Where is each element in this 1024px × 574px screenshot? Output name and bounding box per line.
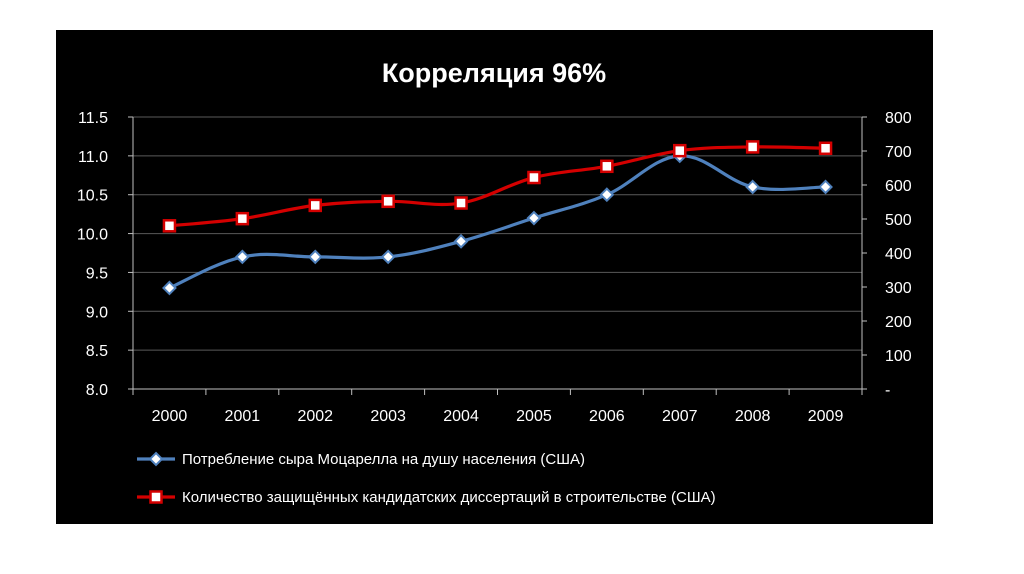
y-left-tick-label: 8.5 [86,343,108,360]
y-left-tick-label: 8.0 [86,382,108,399]
grid [133,116,862,351]
y-right-tick-label: 100 [885,348,912,365]
legend-marker [148,451,164,467]
x-tick-label: 2006 [589,408,625,425]
data-point [162,219,177,233]
y-right-tick-label: 700 [885,144,912,161]
y-left-tick-label: 9.0 [86,304,108,321]
legend-label: Потребление сыра Моцарелла на душу насел… [182,451,585,468]
x-tick-label: 2004 [443,408,479,425]
x-tick-label: 2000 [152,408,188,425]
data-point [818,141,833,156]
y-left-tick-label: 10.5 [77,188,108,205]
series-layer [162,140,833,296]
y-right-tick-label: 400 [885,246,912,263]
data-point [453,233,469,249]
x-tick-label: 2002 [297,408,333,425]
y-left-tick-label: 10.0 [77,227,108,244]
legend-label: Количество защищённых кандидатских диссе… [182,489,716,506]
y-right-tick-label: 200 [885,314,912,331]
data-point [308,198,322,213]
data-point [673,143,687,158]
series-line [169,145,826,228]
x-tick-label: 2008 [735,408,771,425]
legend-item-2: Количество защищённых кандидатских диссе… [137,489,716,506]
data-point [235,211,250,226]
data-point [381,194,395,209]
data-point [745,140,760,154]
data-point [527,170,541,185]
data-point [818,179,833,195]
legend-marker [149,490,163,504]
chart-title: Корреляция 96% [382,58,606,88]
data-point [307,249,323,265]
data-point [526,210,542,226]
data-point [600,159,614,174]
data-point [454,196,468,210]
data-point [599,187,615,203]
y-left-tick-label: 11.0 [78,149,108,166]
data-point [745,179,761,195]
y-right-tick-label: - [885,382,890,399]
x-tick-label: 2009 [808,408,844,425]
y-right-tick-label: 500 [885,212,912,229]
y-left-tick-label: 9.5 [86,265,108,282]
x-tick-label: 2003 [370,408,406,425]
data-point [162,280,177,296]
x-tick-label: 2005 [516,408,552,425]
chart-background [56,30,933,524]
y-left-tick-label: 11.5 [78,110,108,127]
x-tick-label: 2007 [662,408,698,425]
series-line [168,154,826,290]
y-right-tick-label: 800 [885,110,912,127]
x-tick-label: 2001 [225,408,261,425]
legend-item-1: Потребление сыра Моцарелла на душу насел… [137,451,585,468]
series-2 [162,140,833,233]
y-right-tick-label: 600 [885,178,912,195]
data-point [234,249,250,265]
data-point [380,249,396,265]
y-right-tick-label: 300 [885,280,912,297]
legend: Потребление сыра Моцарелла на душу насел… [137,451,716,506]
axes: 8.0 8.5 9.0 9.5 10.0 10.5 11.0 11.5 - 100 200 300 40… [77,110,912,425]
